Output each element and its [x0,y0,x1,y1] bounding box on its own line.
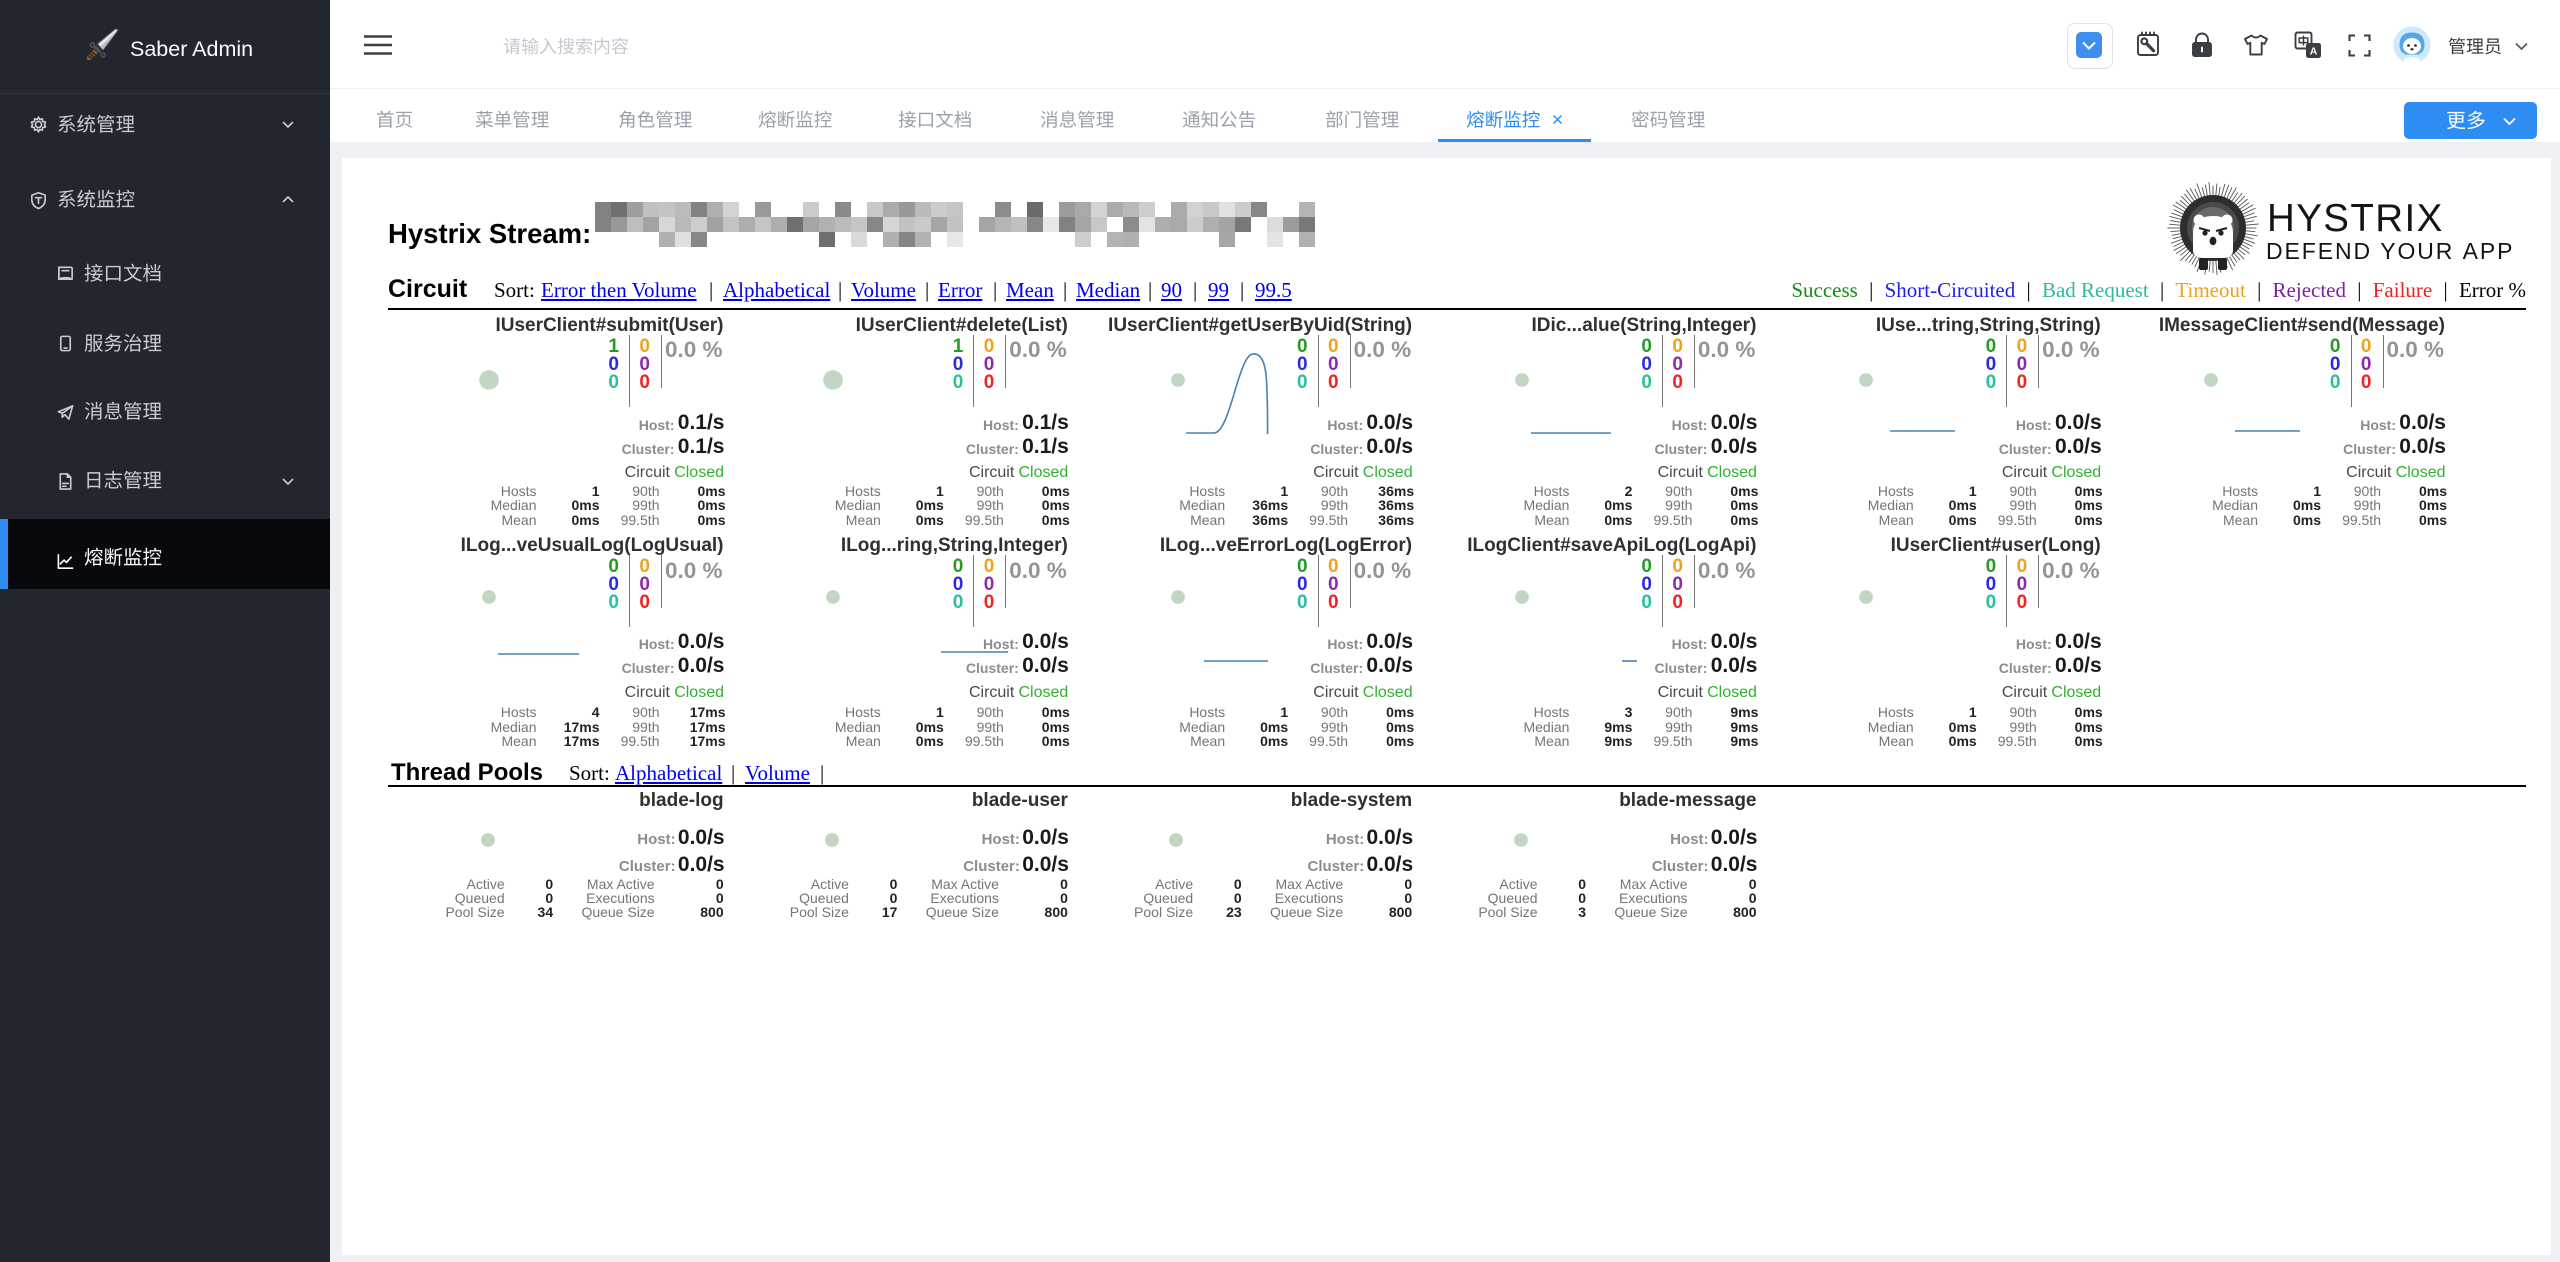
svg-text:A: A [2310,46,2318,58]
